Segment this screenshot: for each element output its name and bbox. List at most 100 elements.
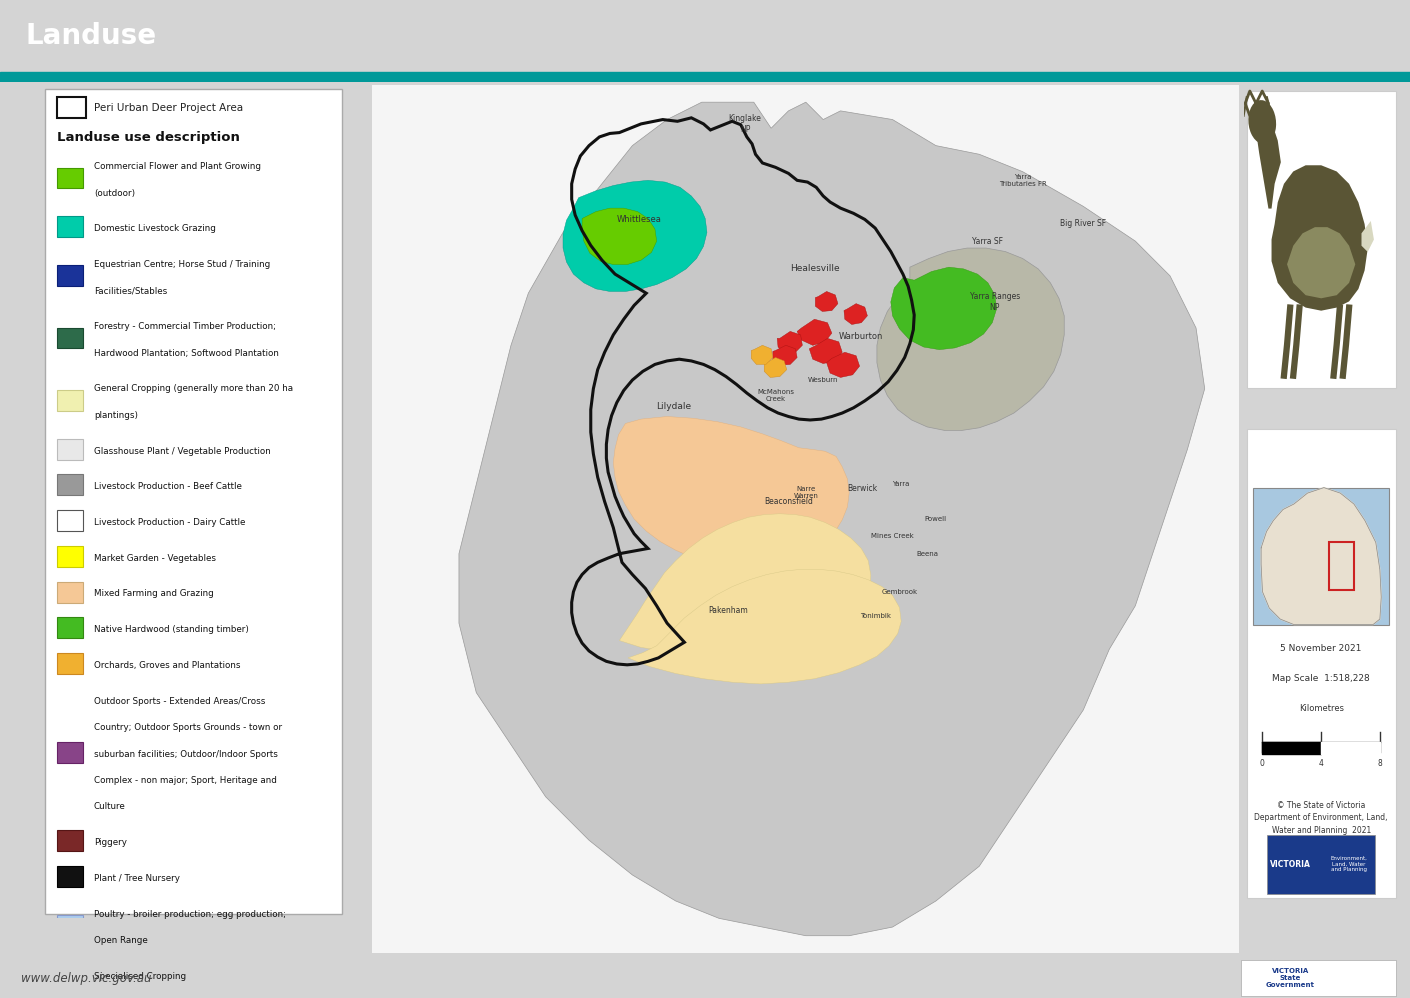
Text: Piggery: Piggery <box>94 838 127 847</box>
Text: Healesville: Healesville <box>790 264 839 273</box>
Bar <box>1253 488 1389 625</box>
Bar <box>58 98 86 118</box>
Polygon shape <box>627 569 901 684</box>
Polygon shape <box>797 319 832 345</box>
Polygon shape <box>891 267 997 349</box>
Polygon shape <box>845 303 867 324</box>
Text: Native Hardwood (standing timber): Native Hardwood (standing timber) <box>94 625 248 634</box>
Bar <box>58 742 83 762</box>
Text: Market Garden - Vegetables: Market Garden - Vegetables <box>94 554 216 563</box>
Text: Outdoor Sports - Extended Areas/Cross: Outdoor Sports - Extended Areas/Cross <box>94 697 265 706</box>
Bar <box>0 72 1410 82</box>
Polygon shape <box>815 291 838 311</box>
Bar <box>58 327 83 348</box>
Ellipse shape <box>1248 100 1276 144</box>
Text: VICTORIA
State
Government: VICTORIA State Government <box>1266 968 1314 988</box>
Text: Poultry - broiler production; egg production;: Poultry - broiler production; egg produc… <box>94 909 286 918</box>
Polygon shape <box>619 514 871 653</box>
Text: Commercial Flower and Plant Growing: Commercial Flower and Plant Growing <box>94 162 261 171</box>
Text: Berwick: Berwick <box>847 484 877 493</box>
Text: www.delwp.vic.gov.au: www.delwp.vic.gov.au <box>21 971 152 985</box>
Text: Livestock Production - Beef Cattle: Livestock Production - Beef Cattle <box>94 482 241 491</box>
Text: Mines Creek: Mines Creek <box>871 533 914 539</box>
Bar <box>1330 542 1354 591</box>
Text: McMahons
Creek: McMahons Creek <box>757 389 794 402</box>
Bar <box>58 546 83 567</box>
Bar <box>58 439 83 460</box>
Text: (outdoor): (outdoor) <box>94 189 135 198</box>
Text: Mixed Farming and Grazing: Mixed Farming and Grazing <box>94 590 213 599</box>
Bar <box>58 653 83 674</box>
Polygon shape <box>752 345 773 364</box>
Polygon shape <box>773 345 797 365</box>
Text: Lilydale: Lilydale <box>657 401 691 410</box>
Bar <box>58 390 83 410</box>
Polygon shape <box>1261 488 1382 625</box>
Text: Yarra SF: Yarra SF <box>973 237 1004 246</box>
Polygon shape <box>1256 110 1280 209</box>
Text: Livestock Production - Dairy Cattle: Livestock Production - Dairy Cattle <box>94 518 245 527</box>
Text: 0: 0 <box>1259 759 1265 768</box>
Text: Map Scale  1:518,228: Map Scale 1:518,228 <box>1272 674 1371 683</box>
Bar <box>58 964 83 985</box>
Text: Narre
Warren: Narre Warren <box>794 486 818 499</box>
Text: Beaconsfield: Beaconsfield <box>764 497 814 506</box>
Bar <box>1241 960 1396 996</box>
Bar <box>58 474 83 495</box>
Text: Kilometres: Kilometres <box>1299 704 1344 713</box>
Text: 5 November 2021: 5 November 2021 <box>1280 645 1362 654</box>
Text: Yarra
Tributaries FR: Yarra Tributaries FR <box>998 174 1046 187</box>
Text: Specialised Cropping: Specialised Cropping <box>94 972 186 981</box>
Text: Landuse: Landuse <box>25 22 157 50</box>
Polygon shape <box>809 338 842 363</box>
Text: Glasshouse Plant / Vegetable Production: Glasshouse Plant / Vegetable Production <box>94 446 271 455</box>
Polygon shape <box>1362 221 1373 251</box>
Text: suburban facilities; Outdoor/Indoor Sports: suburban facilities; Outdoor/Indoor Spor… <box>94 749 278 758</box>
Polygon shape <box>877 249 1065 430</box>
Text: 4: 4 <box>1318 759 1324 768</box>
Polygon shape <box>1287 228 1355 298</box>
Bar <box>58 866 83 887</box>
Polygon shape <box>582 209 657 264</box>
Text: Forestry - Commercial Timber Production;: Forestry - Commercial Timber Production; <box>94 322 276 331</box>
Text: Whittlesea: Whittlesea <box>618 215 661 224</box>
Polygon shape <box>613 416 849 568</box>
Polygon shape <box>460 102 1204 936</box>
Text: Complex - non major; Sport, Heritage and: Complex - non major; Sport, Heritage and <box>94 776 276 785</box>
Text: Gembrook: Gembrook <box>881 589 918 595</box>
Text: Warburton: Warburton <box>839 332 884 341</box>
Bar <box>58 830 83 851</box>
Text: Kinglake
NP: Kinglake NP <box>729 114 761 134</box>
Text: Big River SF: Big River SF <box>1060 220 1107 229</box>
Polygon shape <box>563 181 706 291</box>
Bar <box>58 510 83 531</box>
Polygon shape <box>826 352 860 377</box>
Text: Wesburn: Wesburn <box>808 377 839 383</box>
Polygon shape <box>764 357 787 377</box>
Text: 8: 8 <box>1378 759 1382 768</box>
Text: Yarra Ranges
NP: Yarra Ranges NP <box>970 292 1019 311</box>
Text: Country; Outdoor Sports Grounds - town or: Country; Outdoor Sports Grounds - town o… <box>94 724 282 733</box>
Text: Hardwood Plantation; Softwood Plantation: Hardwood Plantation; Softwood Plantation <box>94 348 279 357</box>
Text: VICTORIA: VICTORIA <box>1270 859 1310 868</box>
Bar <box>1268 834 1376 893</box>
Bar <box>58 582 83 603</box>
Text: Domestic Livestock Grazing: Domestic Livestock Grazing <box>94 225 216 234</box>
Text: Open Range: Open Range <box>94 936 148 945</box>
Text: Peri Urban Deer Project Area: Peri Urban Deer Project Area <box>94 103 243 113</box>
Text: Beena: Beena <box>916 551 938 557</box>
Text: Tonimbik: Tonimbik <box>860 613 891 619</box>
Text: Environment,
Land, Water
and Planning: Environment, Land, Water and Planning <box>1331 856 1368 872</box>
Bar <box>58 618 83 639</box>
Text: Pakenham: Pakenham <box>708 606 747 615</box>
Polygon shape <box>777 331 802 353</box>
Text: Plant / Tree Nursery: Plant / Tree Nursery <box>94 874 179 883</box>
Text: © The State of Victoria
Department of Environment, Land,
Water and Planning  202: © The State of Victoria Department of En… <box>1255 800 1387 834</box>
Bar <box>58 217 83 238</box>
Text: Facilities/Stables: Facilities/Stables <box>94 286 168 295</box>
Text: Orchards, Groves and Plantations: Orchards, Groves and Plantations <box>94 661 240 670</box>
Text: Powell: Powell <box>925 516 948 522</box>
Bar <box>58 168 83 189</box>
Text: Equestrian Centre; Horse Stud / Training: Equestrian Centre; Horse Stud / Training <box>94 260 271 269</box>
Text: Yarra: Yarra <box>893 481 909 487</box>
